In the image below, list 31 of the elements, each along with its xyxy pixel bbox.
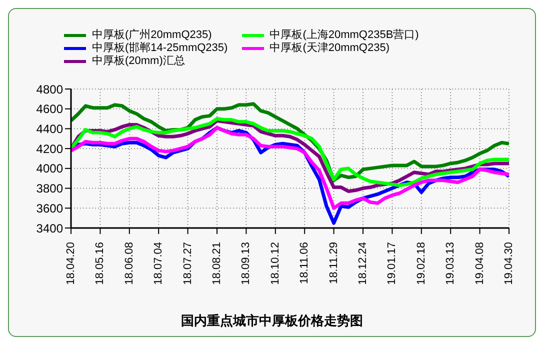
x-tick-label: 19.04.08 (474, 242, 486, 285)
y-tick-label: 3400 (36, 221, 64, 236)
x-tick-label: 18.12.24 (357, 242, 369, 285)
text: 国内重点城市中厚板价格走势图 (180, 312, 364, 330)
y-tick-label: 4600 (36, 102, 64, 116)
y-tick-label: 4000 (36, 162, 64, 176)
y-tick-label: 4800 (36, 82, 64, 96)
y-tick-label: 3600 (36, 201, 64, 216)
y-tick-label: 3800 (36, 182, 64, 196)
legend-label: 中厚板(广州20mmQ235) (92, 29, 212, 42)
x-tick-label: 19.04.30 (503, 242, 515, 285)
x-tick-label: 18.10.12 (269, 242, 282, 285)
x-tick-label: 18.07.04 (152, 242, 165, 285)
x-tick-label: 19.02.18 (415, 242, 428, 285)
x-tick-label: 18.09.13 (240, 242, 252, 285)
x-tick-label: 18.11.06 (298, 242, 311, 284)
x-tick-label: 18.07.27 (182, 242, 194, 285)
line-series (71, 126, 509, 210)
y-tick-label: 4200 (36, 142, 64, 156)
x-tick-label: 18.06.08 (123, 242, 136, 285)
x-tick-label: 18.08.21 (211, 242, 223, 285)
legend-label: 中厚板(邯郸14-25mmQ235) (92, 42, 228, 55)
x-tick-label: 19.01.17 (386, 242, 398, 285)
x-tick-label: 18.11.29 (328, 242, 340, 284)
legend-label: 中厚板(20mm)汇总 (92, 55, 185, 68)
x-tick-label: 19.03.13 (444, 242, 457, 285)
legend-label: 中厚板(天津20mmQ235) (270, 42, 390, 55)
x-tick-label: 18.04.20 (65, 242, 77, 285)
legend-label: 中厚板(上海20mmQ235B营口) (270, 29, 419, 42)
x-tick-label: 18.05.16 (94, 242, 106, 285)
y-tick-label: 4400 (36, 122, 64, 136)
